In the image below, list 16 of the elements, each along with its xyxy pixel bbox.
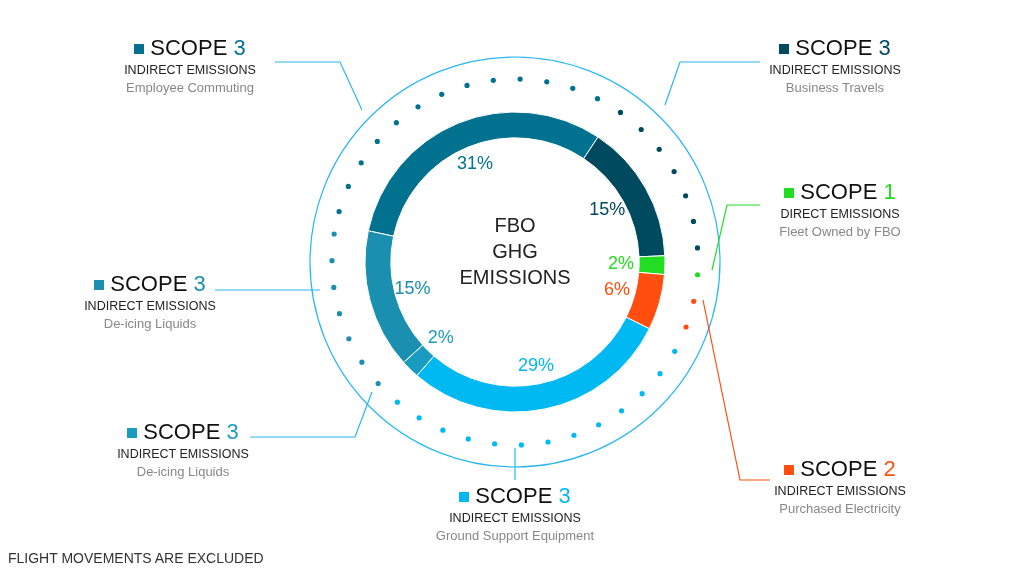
data-label: 6% (604, 279, 631, 300)
data-label: 15% (394, 278, 431, 299)
legend-label: SCOPE 3 INDIRECT EMISSIONS Business Travels (768, 34, 902, 96)
data-label: 2% (607, 253, 634, 274)
text: FLIGHT MOVEMENTS ARE EXCLUDED (8, 550, 264, 566)
data-label: 2% (427, 326, 454, 347)
legend-label: SCOPE 2 INDIRECT EMISSIONS Purchased Electricity (773, 455, 907, 517)
legend-label: SCOPE 3 INDIRECT EMISSIONS De-icing Liquids (116, 418, 250, 480)
data-label: 29% (517, 354, 554, 375)
legend-label: SCOPE 1 DIRECT EMISSIONS Fleet Owned by FBO (778, 178, 902, 240)
legend-label: SCOPE 3 INDIRECT EMISSIONS Employee Commuting (123, 34, 257, 96)
data-label: 15% (589, 198, 626, 219)
text: FBO GHG EMISSIONS (458, 213, 572, 290)
legend-label: SCOPE 3 INDIRECT EMISSIONS Ground Support Equipment (434, 482, 596, 544)
data-label: 31% (456, 152, 493, 173)
legend-label: SCOPE 3 INDIRECT EMISSIONS De-icing Liquids (83, 270, 217, 332)
